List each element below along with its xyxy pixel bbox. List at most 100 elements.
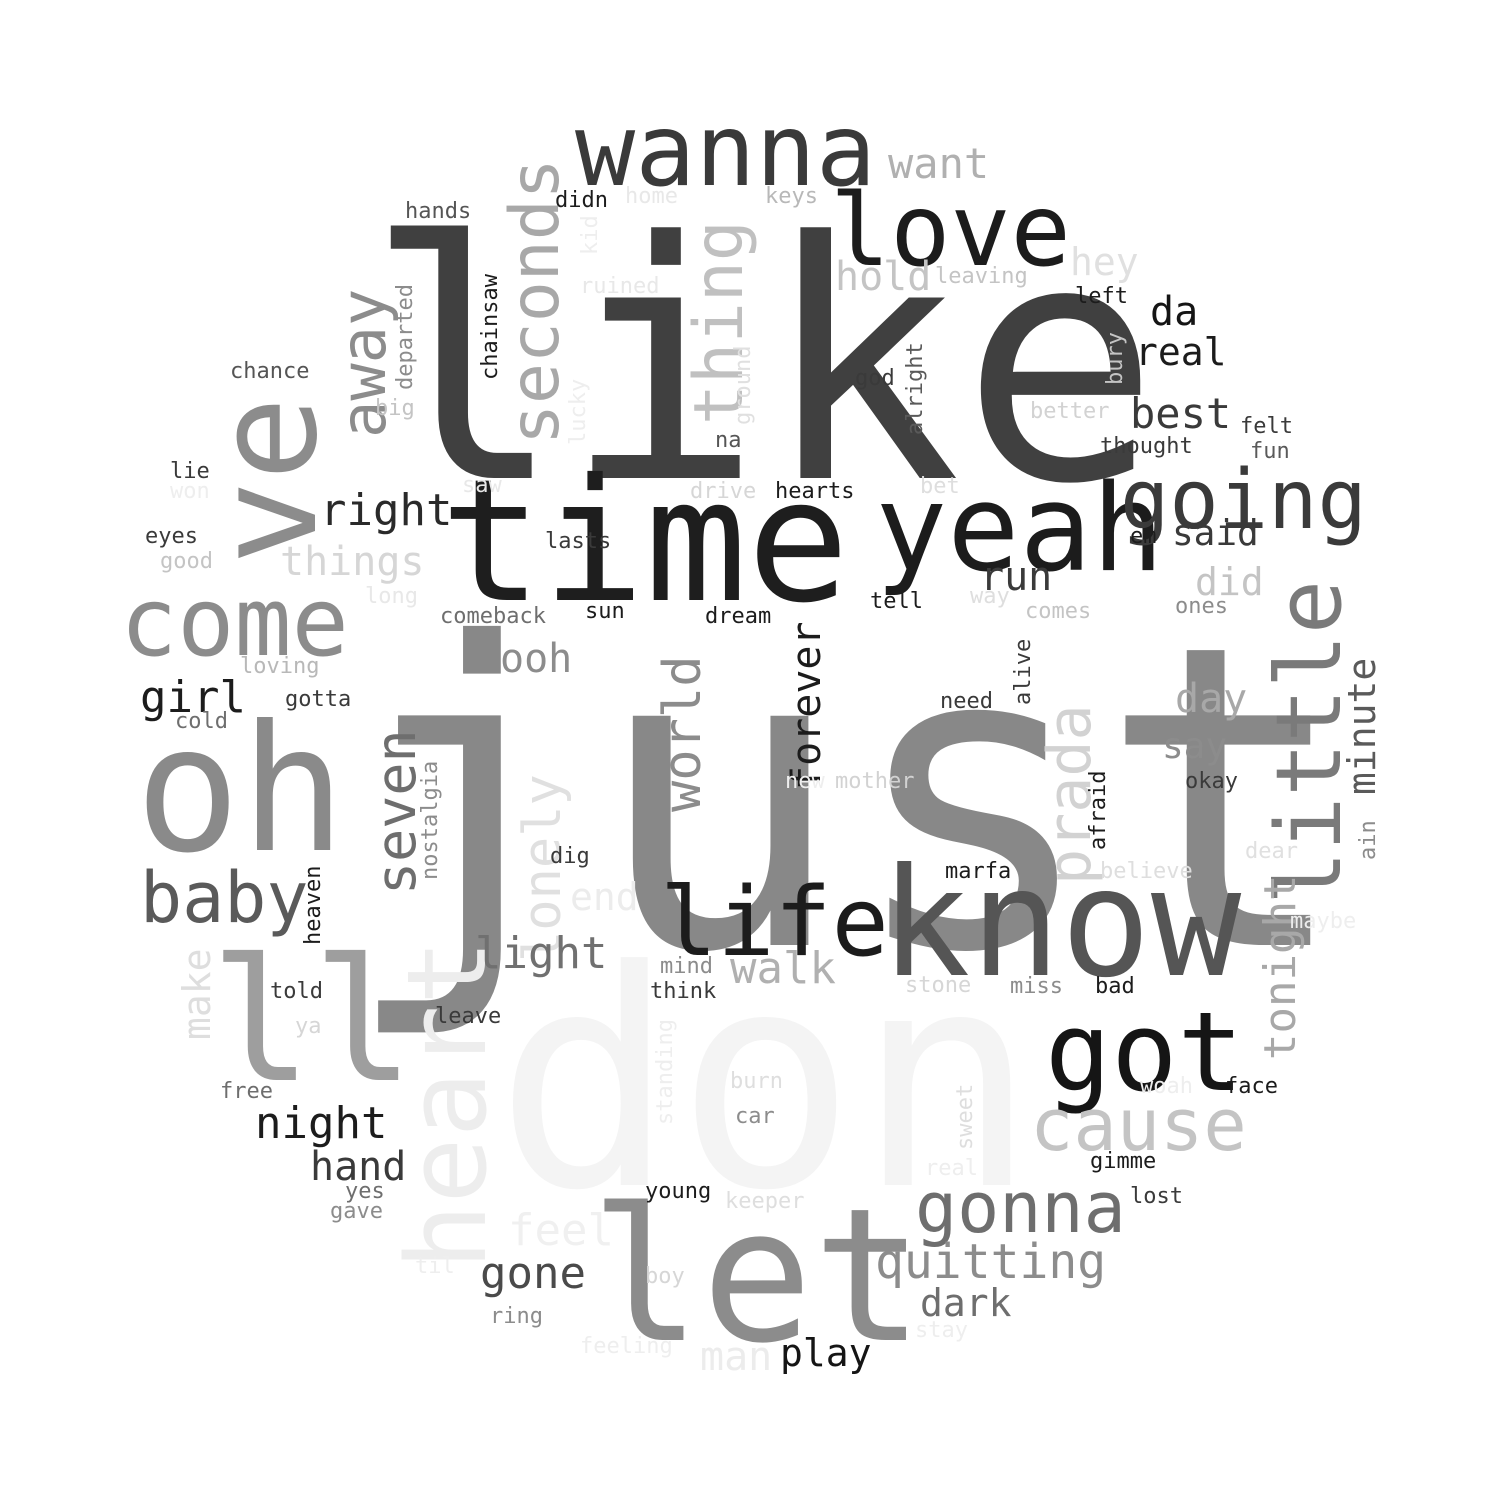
word-loving: loving [240, 654, 319, 679]
word-chainsaw: chainsaw [478, 273, 503, 380]
word-minute: minute [1340, 658, 1384, 795]
word-gotta: gotta [285, 687, 351, 712]
word-car: car [735, 1104, 775, 1129]
word-let: let [590, 1168, 924, 1384]
word-keys: keys [765, 184, 818, 209]
word-chance: chance [230, 359, 309, 384]
word-wanna: wanna [575, 92, 876, 209]
word-dark: dark [920, 1281, 1012, 1325]
word-na: na [715, 428, 742, 453]
word-ones: ones [1175, 594, 1228, 619]
word-seconds: seconds [496, 158, 575, 445]
word-ain: ain [1356, 820, 1381, 860]
word-quitting: quitting [875, 1234, 1106, 1290]
word-little: little [1257, 580, 1362, 905]
word-hey: hey [1070, 240, 1139, 284]
word-cause: cause [1030, 1083, 1247, 1167]
word-gave: gave [330, 1199, 383, 1224]
word-gonna: gonna [915, 1167, 1126, 1249]
word-know: know [880, 837, 1242, 1011]
word-night: night [255, 1098, 387, 1149]
word-okay: okay [1185, 769, 1238, 794]
word-baby: baby [140, 857, 309, 939]
word-real: real [1135, 330, 1227, 374]
word-free: free [220, 1079, 273, 1104]
word-girl: girl [140, 672, 246, 723]
word-fun: fun [1250, 439, 1290, 464]
word-lonely: lonely [513, 774, 573, 962]
word-yes: yes [345, 1179, 385, 1204]
word-lasts: lasts [545, 529, 611, 554]
word-think: think [650, 979, 716, 1004]
word-new: new [785, 769, 825, 794]
word-good: good [160, 549, 213, 574]
word-right: right [320, 485, 452, 536]
word-want: want [888, 139, 989, 188]
word-sweet: sweet [953, 1084, 978, 1150]
word-keeper: keeper [725, 1189, 804, 1214]
word-til: til [415, 1254, 455, 1279]
word-just: just [340, 556, 1351, 1045]
word-hand: hand [310, 1144, 406, 1190]
word-say: say [1162, 726, 1227, 767]
word-kid: kid [578, 215, 603, 255]
word-ooh: ooh [500, 636, 572, 682]
word-nostalgia: nostalgia [418, 761, 443, 880]
word-play: play [780, 1331, 872, 1375]
word-going: going [1120, 453, 1367, 548]
word-god: god [855, 366, 895, 391]
word-standing: standing [653, 1019, 678, 1125]
word-bet: bet [920, 474, 960, 499]
word-world: world [653, 655, 713, 812]
word-long: long [365, 584, 418, 609]
word-lucky: lucky [566, 379, 591, 445]
word-eyes: eyes [145, 524, 198, 549]
word-light: light [475, 928, 607, 979]
word-like: like [365, 172, 1160, 556]
word-cold: cold [175, 709, 228, 734]
word-ve: ve [186, 396, 349, 565]
word-didn: didn [555, 188, 608, 213]
word-told: told [270, 979, 323, 1004]
word-real: real [925, 1156, 978, 1181]
word-leave: leave [435, 1004, 501, 1029]
word-da: da [1150, 289, 1198, 335]
word-heaven: heaven [301, 866, 326, 945]
word-run: run [980, 554, 1052, 600]
word-come: come [120, 568, 349, 678]
word-feeling: feeling [580, 1334, 673, 1359]
word-man: man [700, 1334, 772, 1380]
word-way: way [970, 584, 1010, 609]
word-afraid: afraid [1086, 771, 1111, 850]
word-woah: woah [1140, 1074, 1193, 1099]
word-dream: dream [705, 604, 771, 629]
word-lost: lost [1130, 1184, 1183, 1209]
word-walk: walk [730, 943, 836, 994]
word-dig: dig [550, 844, 590, 869]
word-bad: bad [1095, 974, 1135, 999]
word-forever: forever [784, 621, 830, 790]
word-believe: believe [1100, 859, 1193, 884]
word-alive: alive [1011, 639, 1036, 705]
word-departed: departed [393, 284, 418, 390]
word-need: need [940, 689, 993, 714]
word-won: won [170, 479, 210, 504]
word-hearts: hearts [775, 479, 854, 504]
word-comes: comes [1025, 599, 1091, 624]
word-maybe: maybe [1290, 909, 1356, 934]
word-ya: ya [295, 1014, 322, 1039]
word-alright: alright [903, 342, 928, 435]
word-em: em [1130, 524, 1157, 549]
word-make: make [175, 948, 219, 1040]
word-ground: ground [731, 346, 756, 425]
word-did: did [1195, 560, 1264, 604]
word-dear: dear [1245, 839, 1298, 864]
word-gimme: gimme [1090, 1149, 1156, 1174]
word-got: got [1045, 988, 1244, 1116]
word-face: face [1225, 1074, 1278, 1099]
word-tonight: tonight [1255, 875, 1306, 1060]
word-home: home [625, 184, 678, 209]
word-boy: boy [645, 1264, 685, 1289]
word-gone: gone [480, 1248, 586, 1299]
